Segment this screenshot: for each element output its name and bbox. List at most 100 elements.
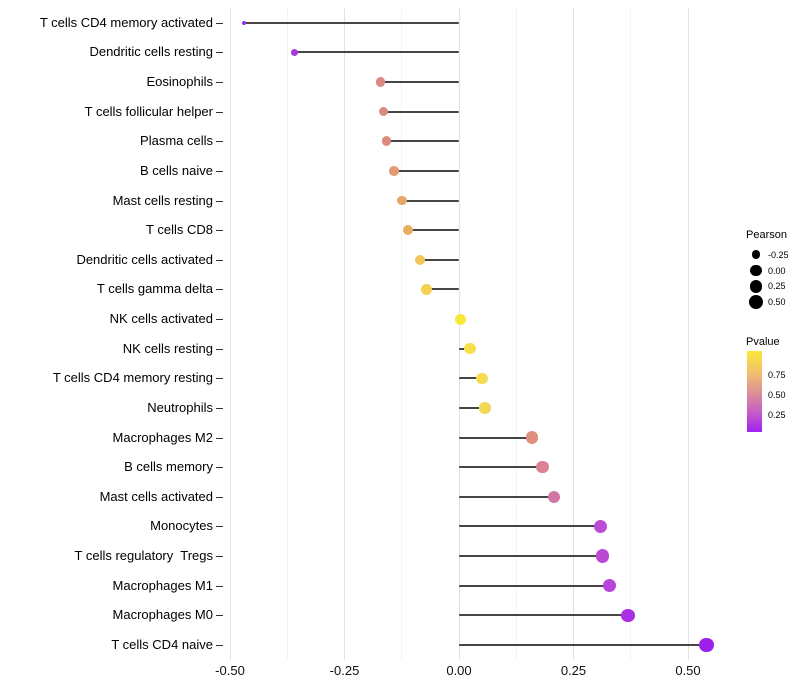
lollipop-stem: [459, 406, 486, 409]
lollipop-dot: [602, 579, 616, 593]
colorbar-tick-label: 0.50: [768, 389, 786, 400]
lollipop-dot: [455, 313, 467, 325]
lollipop-stem: [459, 614, 628, 617]
lollipop-dot: [241, 20, 246, 25]
lollipop-stem: [459, 466, 543, 469]
lollipop-dot: [414, 254, 426, 265]
size-legend-dot: [750, 264, 762, 276]
lollipop-dot: [421, 284, 432, 295]
lollipop-stem: [459, 436, 532, 439]
lollipop-stem: [459, 584, 610, 587]
x-major-gridline: [229, 8, 231, 660]
lollipop-stem: [426, 288, 459, 291]
x-minor-gridline: [401, 8, 403, 660]
y-axis-tick: [216, 22, 223, 24]
category-label: NK cells activated: [109, 311, 213, 327]
size-legend-dot: [751, 250, 761, 259]
lollipop-stem: [401, 199, 459, 202]
lollipop-dot: [381, 136, 392, 146]
y-axis-tick: [216, 378, 223, 380]
category-label: T cells CD4 memory resting: [52, 370, 213, 386]
lollipop-dot: [290, 48, 298, 56]
category-label: Dendritic cells activated: [76, 251, 213, 267]
colorbar-tick-label: 0.75: [768, 369, 786, 380]
lollipop-stem: [407, 229, 459, 232]
lollipop-dot: [596, 549, 610, 563]
lollipop-dot: [378, 106, 389, 117]
category-label: Macrophages M1: [112, 577, 213, 593]
lollipop-stem: [459, 555, 603, 558]
category-label: T cells CD4 naive: [111, 637, 213, 652]
size-legend-label: 0.00: [768, 265, 786, 276]
pvalue-colorbar: [747, 351, 762, 432]
y-axis-tick: [216, 407, 223, 409]
lollipop-dot: [479, 402, 491, 414]
category-label: Dendritic cells resting: [89, 44, 213, 60]
category-label: Plasma cells: [140, 133, 213, 149]
x-minor-gridline: [286, 8, 288, 660]
size-legend-title: Pearson: [746, 229, 787, 241]
lollipop-stem: [459, 525, 601, 528]
size-legend-label: 0.25: [768, 281, 786, 292]
x-axis-tick-label: 0.00: [446, 663, 472, 678]
x-major-gridline: [573, 8, 574, 660]
x-minor-gridline: [630, 8, 632, 660]
colorbar-tick-label: 0.25: [768, 409, 786, 420]
lollipop-dot: [476, 372, 488, 384]
x-axis-tick-label: -0.25: [329, 663, 360, 678]
lollipop-dot: [536, 460, 549, 474]
category-label: Neutrophils: [147, 399, 213, 415]
category-label: T cells CD4 memory activated: [39, 14, 213, 30]
category-label: T cells follicular helper: [84, 103, 213, 119]
category-label: Macrophages M0: [112, 607, 213, 623]
lollipop-stem: [393, 169, 459, 172]
x-axis-tick-label: 0.25: [560, 663, 587, 678]
y-axis-tick: [216, 289, 223, 291]
category-label: B cells naive: [140, 162, 213, 178]
size-legend-dot: [749, 279, 763, 293]
category-label: Monocytes: [150, 518, 213, 534]
category-label: Macrophages M2: [112, 429, 213, 445]
lollipop-stem: [459, 644, 707, 646]
y-axis-tick: [216, 52, 223, 54]
x-major-gridline: [344, 8, 345, 660]
size-legend-label: -0.25: [768, 249, 789, 260]
x-axis-tick-label: 0.50: [675, 663, 701, 678]
y-axis-tick: [216, 141, 223, 143]
plot-panel: [225, 8, 700, 660]
lollipop-dot: [547, 490, 561, 504]
y-axis-tick: [216, 81, 223, 83]
lollipop-dot: [593, 519, 608, 534]
y-axis-tick: [216, 200, 223, 202]
category-label: Eosinophils: [146, 73, 214, 89]
x-major-gridline: [687, 8, 689, 660]
category-label: B cells memory: [124, 459, 213, 475]
category-label: T cells regulatory Tregs: [74, 548, 213, 564]
lollipop-stem: [420, 258, 459, 261]
y-axis-tick: [216, 259, 223, 261]
category-label: T cells CD8: [146, 222, 213, 238]
y-axis-tick: [216, 319, 223, 321]
y-axis-tick: [216, 230, 223, 232]
y-axis-tick: [216, 467, 223, 469]
y-axis-tick: [216, 170, 223, 172]
y-axis-tick: [216, 111, 223, 113]
lollipop-stem: [380, 80, 459, 83]
category-label: Mast cells resting: [112, 192, 213, 208]
lollipop-stem: [243, 21, 459, 24]
category-label: NK cells resting: [122, 340, 213, 356]
size-legend-dot: [748, 294, 764, 310]
lollipop-dot: [389, 166, 399, 176]
x-axis-tick-label: -0.50: [215, 663, 245, 678]
category-label: T cells gamma delta: [96, 281, 213, 297]
category-label: Mast cells activated: [99, 488, 213, 504]
size-legend-label: 0.50: [768, 297, 786, 308]
lollipop-stem: [459, 495, 554, 498]
lollipop-dot: [621, 608, 635, 623]
lollipop-dot: [375, 77, 385, 87]
x-minor-gridline: [515, 8, 517, 660]
lollipop-dot: [699, 637, 715, 653]
y-axis-tick: [216, 348, 223, 350]
lollipop-dot: [396, 195, 407, 206]
